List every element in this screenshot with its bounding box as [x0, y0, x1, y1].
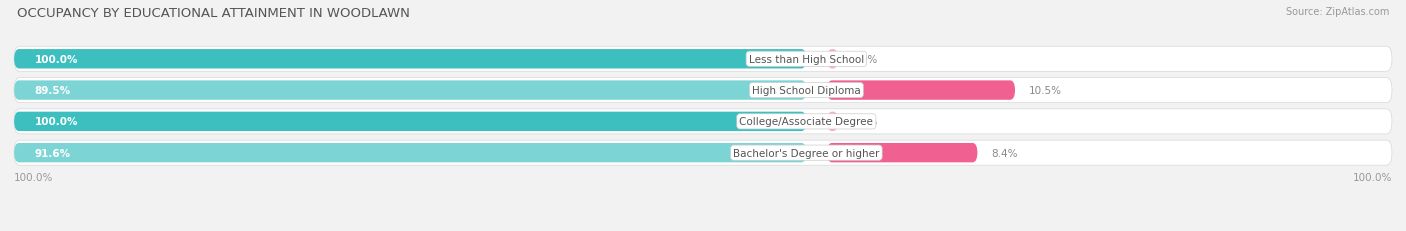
- FancyBboxPatch shape: [14, 47, 1392, 72]
- FancyBboxPatch shape: [14, 81, 807, 100]
- Text: 100.0%: 100.0%: [35, 55, 79, 64]
- Text: 0.0%: 0.0%: [852, 117, 879, 127]
- FancyBboxPatch shape: [14, 109, 1392, 134]
- Text: Less than High School: Less than High School: [749, 55, 863, 64]
- Text: 8.4%: 8.4%: [991, 148, 1018, 158]
- Text: Bachelor's Degree or higher: Bachelor's Degree or higher: [733, 148, 880, 158]
- Text: College/Associate Degree: College/Associate Degree: [740, 117, 873, 127]
- FancyBboxPatch shape: [14, 140, 1392, 165]
- Text: Source: ZipAtlas.com: Source: ZipAtlas.com: [1285, 7, 1389, 17]
- FancyBboxPatch shape: [827, 112, 838, 131]
- Text: OCCUPANCY BY EDUCATIONAL ATTAINMENT IN WOODLAWN: OCCUPANCY BY EDUCATIONAL ATTAINMENT IN W…: [17, 7, 409, 20]
- FancyBboxPatch shape: [827, 143, 977, 163]
- FancyBboxPatch shape: [827, 50, 838, 69]
- Text: 100.0%: 100.0%: [1353, 172, 1392, 182]
- Text: 0.0%: 0.0%: [852, 55, 879, 64]
- FancyBboxPatch shape: [827, 81, 1015, 100]
- Text: 10.5%: 10.5%: [1029, 86, 1062, 96]
- FancyBboxPatch shape: [14, 50, 807, 69]
- Text: 91.6%: 91.6%: [35, 148, 70, 158]
- Text: 100.0%: 100.0%: [14, 172, 53, 182]
- FancyBboxPatch shape: [14, 112, 807, 131]
- Text: 89.5%: 89.5%: [35, 86, 70, 96]
- FancyBboxPatch shape: [14, 143, 807, 163]
- Text: High School Diploma: High School Diploma: [752, 86, 860, 96]
- FancyBboxPatch shape: [14, 78, 1392, 103]
- Text: 100.0%: 100.0%: [35, 117, 79, 127]
